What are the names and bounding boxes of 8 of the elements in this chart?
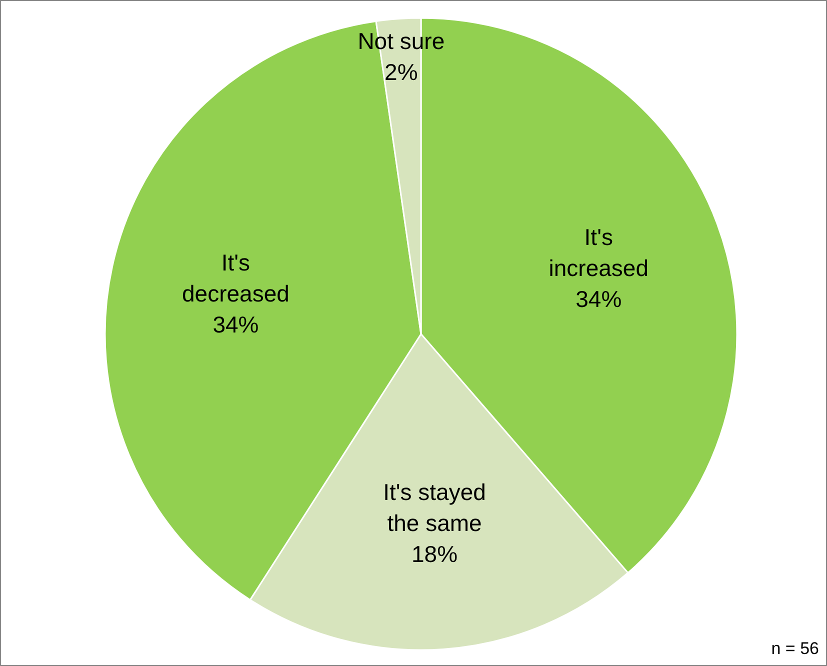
slice-label: It's decreased	[182, 250, 290, 307]
data-label: 34%	[212, 312, 259, 338]
slice-label: It's increased	[548, 224, 649, 281]
data-label: 18%	[412, 541, 458, 568]
data-label: 2%	[384, 59, 418, 86]
slice-label: It's stayed the same	[383, 479, 486, 536]
data-label: 34%	[576, 286, 622, 312]
text: n = 56	[771, 639, 819, 658]
